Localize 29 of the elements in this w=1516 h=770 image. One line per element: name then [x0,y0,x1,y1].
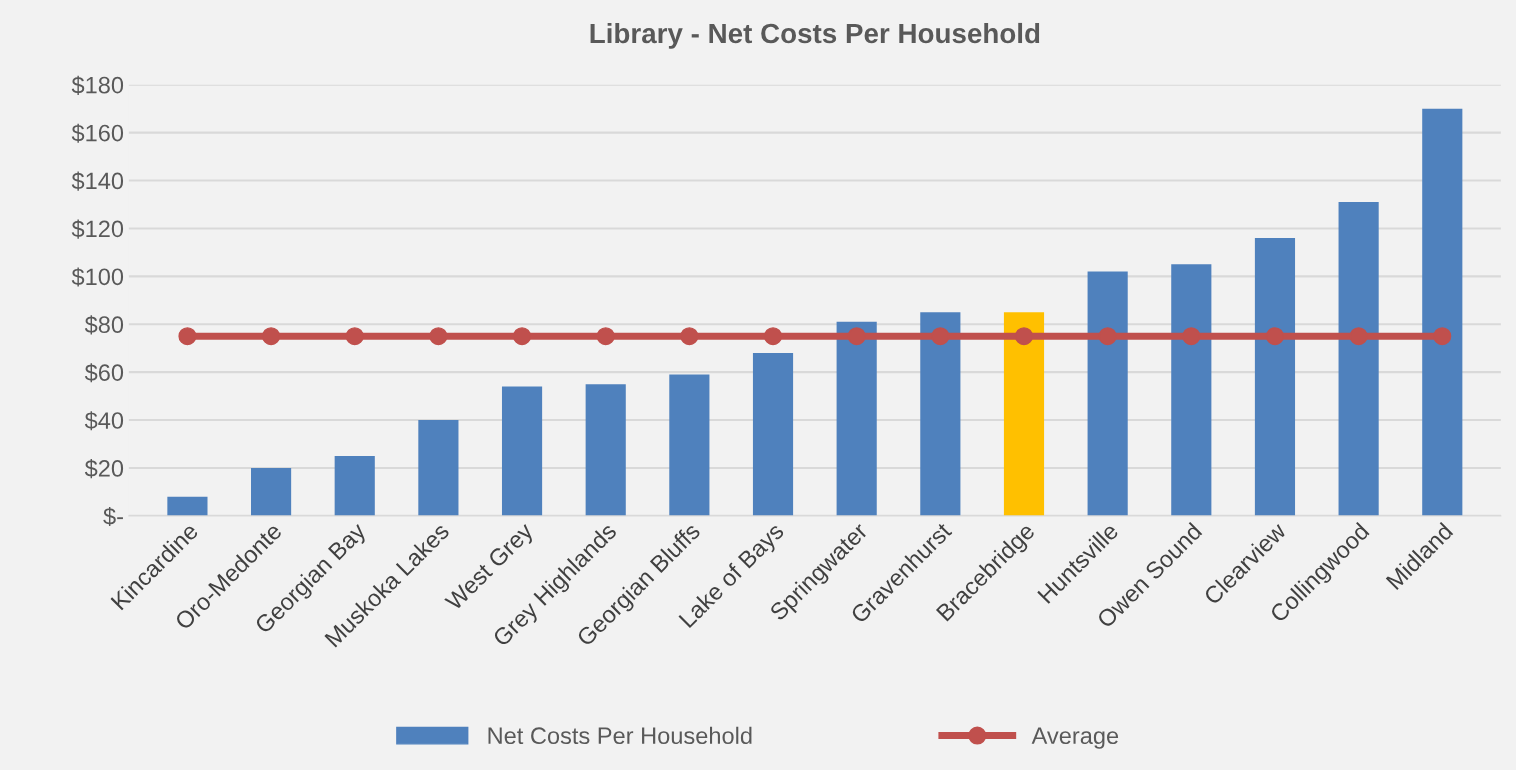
bar [920,312,961,516]
y-tick-label: $100 [71,267,124,287]
chart-title: Library - Net Costs Per Household [590,22,1040,49]
y-tick-label: $- [103,506,123,527]
bar [1087,271,1128,516]
legend-label: Average [1031,727,1119,749]
bar [1338,202,1379,516]
bar [251,467,292,516]
bar [334,456,375,516]
bar [585,384,626,516]
y-tick-label: $180 [71,75,124,95]
y-tick-label: $60 [84,363,124,383]
y-tick-label: $120 [71,219,124,239]
bar [1422,108,1463,516]
bar [418,420,459,516]
y-tick-label: $80 [84,315,124,335]
bar [669,374,710,516]
bar [501,386,543,516]
legend-label: Net Costs Per Household [488,726,752,745]
y-tick-label: $160 [71,123,124,143]
y-tick-label: $20 [84,459,124,479]
bar [167,496,208,516]
bar [752,353,794,516]
bar [836,321,877,516]
y-tick-label: $140 [71,171,124,191]
bar [1003,312,1045,516]
bar [1171,264,1212,516]
bar [1254,238,1296,516]
y-tick-label: $40 [84,411,124,431]
